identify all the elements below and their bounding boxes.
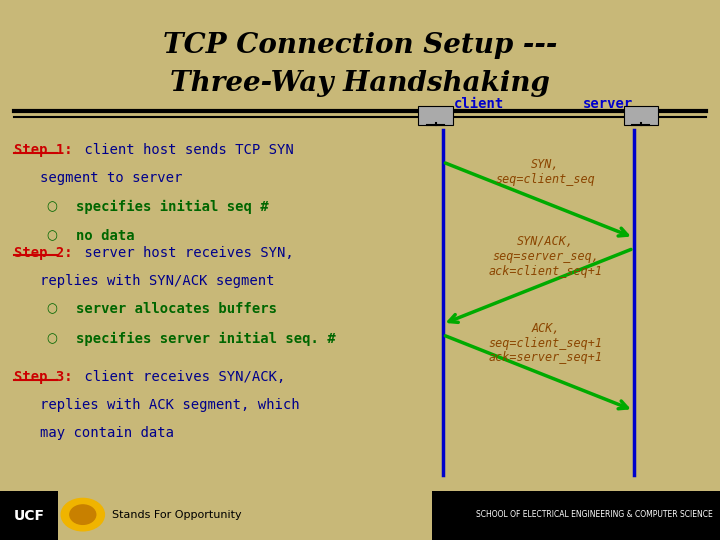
Text: Three-Way Handshaking: Three-Way Handshaking [170,70,550,97]
Text: ACK,
seq=client_seq+1
ack=server_seq+1: ACK, seq=client_seq+1 ack=server_seq+1 [488,321,603,365]
Text: ○: ○ [47,230,58,242]
Text: client: client [454,97,504,111]
Circle shape [61,498,104,531]
Text: ○: ○ [47,332,58,345]
Text: SYN,
seq=client_seq: SYN, seq=client_seq [495,158,595,186]
Text: may contain data: may contain data [40,426,174,440]
Text: no data: no data [76,230,134,244]
Bar [432,491,720,540]
Text: specifies initial seq #: specifies initial seq # [76,200,269,214]
Text: specifies server initial seq. #: specifies server initial seq. # [76,332,336,346]
Text: TCP Connection Setup ---: TCP Connection Setup --- [163,32,557,59]
Text: replies with ACK segment, which: replies with ACK segment, which [40,398,300,412]
Circle shape [70,505,96,524]
Text: replies with SYN/ACK segment: replies with SYN/ACK segment [40,274,274,288]
Text: server allocates buffers: server allocates buffers [76,302,276,316]
Text: ○: ○ [47,302,58,315]
Text: server: server [583,97,634,111]
Text: client receives SYN/ACK,: client receives SYN/ACK, [76,370,285,384]
Text: server host receives SYN,: server host receives SYN, [76,246,293,260]
Text: client host sends TCP SYN: client host sends TCP SYN [76,143,293,157]
Text: Stands For Opportunity: Stands For Opportunity [112,510,241,519]
FancyBboxPatch shape [624,106,658,125]
Bar [0,491,58,540]
Text: Step 2:: Step 2: [14,246,73,260]
Text: segment to server: segment to server [40,171,182,185]
Text: Step 1:: Step 1: [14,143,73,157]
Text: Step 3:: Step 3: [14,370,73,384]
Text: UCF: UCF [13,509,45,523]
Text: SCHOOL OF ELECTRICAL ENGINEERING & COMPUTER SCIENCE: SCHOOL OF ELECTRICAL ENGINEERING & COMPU… [476,510,713,519]
Text: SYN/ACK,
seq=server_seq,
ack=client_seq+1: SYN/ACK, seq=server_seq, ack=client_seq+… [488,235,603,278]
FancyBboxPatch shape [418,106,453,125]
Text: ○: ○ [47,200,58,213]
